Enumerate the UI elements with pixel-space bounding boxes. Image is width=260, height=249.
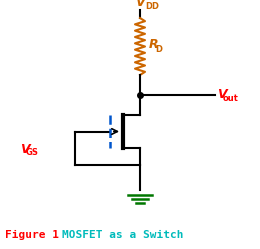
Text: GS: GS: [26, 148, 39, 157]
Text: Figure 1: Figure 1: [5, 230, 59, 240]
Text: D: D: [155, 45, 162, 54]
Text: V: V: [217, 87, 227, 101]
Text: DD: DD: [145, 2, 159, 11]
Text: V: V: [135, 0, 145, 9]
Text: MOSFET as a Switch: MOSFET as a Switch: [62, 230, 184, 240]
Text: out: out: [223, 94, 239, 103]
Text: V: V: [20, 143, 30, 156]
Text: R: R: [149, 38, 159, 51]
